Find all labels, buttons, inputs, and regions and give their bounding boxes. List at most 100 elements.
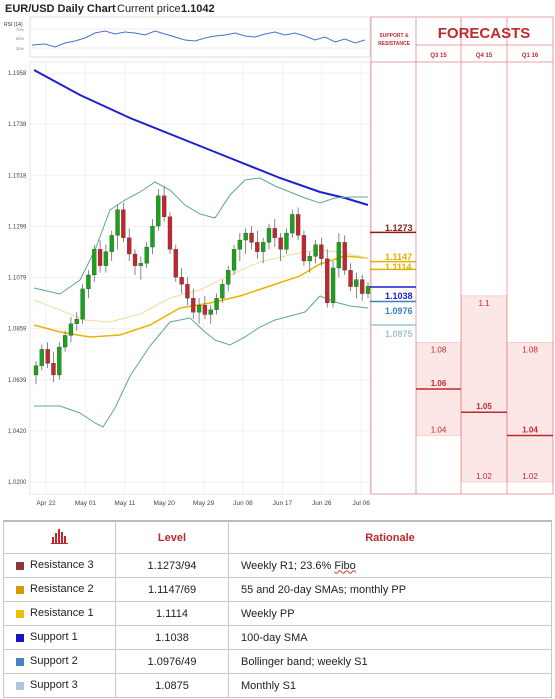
table-row: Support 2 1.0976/49 Bollinger band; weekly… xyxy=(3,649,552,674)
candle xyxy=(51,351,56,382)
candle xyxy=(39,344,44,371)
rationale-cell: 100-day SMA xyxy=(228,625,552,650)
candle-body xyxy=(57,346,62,376)
candle xyxy=(57,342,62,380)
level-value: 1.1147/69 xyxy=(115,577,229,602)
candle-body xyxy=(45,349,50,364)
level-name-cell: Support 3 xyxy=(3,673,116,698)
candle-body xyxy=(301,235,307,262)
forecast-columns: Q3 15 1.08 1.06 1.04 Q4 15 1.1 1.05 1.02 Q1 16 1.… xyxy=(416,53,553,483)
color-swatch xyxy=(16,681,24,690)
candle-body xyxy=(103,251,109,266)
y-tick-label: 1.0420 xyxy=(8,429,27,435)
candle xyxy=(295,207,301,241)
candle xyxy=(284,228,289,255)
table-header-rationale: Rationale xyxy=(228,520,552,554)
forecast-panel: SUPPORT & RESISTANCE FORECASTS xyxy=(370,16,554,495)
candle xyxy=(313,240,318,264)
level-value: 1.1273/94 xyxy=(115,553,229,578)
table-header-row: Level Rationale xyxy=(3,520,552,554)
y-tick-label: 1.1518 xyxy=(8,173,27,179)
color-swatch xyxy=(16,561,24,570)
table-row: Resistance 3 1.1273/94 Weekly R1; 23.6% Fi… xyxy=(3,553,552,578)
x-axis: Apr 22 May 01 May 11 May 20 May 29 Jun 08 Jun … xyxy=(36,500,370,507)
chart-title: EUR/USD Daily Chart xyxy=(5,3,116,15)
candle-body xyxy=(319,244,324,259)
level-name: Support 3 xyxy=(30,679,78,692)
candle-body xyxy=(115,209,120,236)
forecast-high-label: 1.08 xyxy=(522,345,538,354)
candle xyxy=(290,209,295,238)
candle xyxy=(74,312,79,331)
candle-body xyxy=(290,214,295,234)
bollinger-lower-line xyxy=(34,295,369,428)
level-value: 1.1038 xyxy=(115,625,229,650)
forecasts-label: FORECASTS xyxy=(438,25,531,42)
candle xyxy=(301,230,307,266)
candle xyxy=(86,270,91,299)
candle-body xyxy=(51,363,56,376)
candle-body xyxy=(191,298,196,313)
gridlines xyxy=(30,62,370,494)
forecast-period-label: Q3 15 xyxy=(430,53,447,59)
level-label: 1.1038 xyxy=(385,291,413,301)
candle-body xyxy=(109,235,114,252)
color-swatch xyxy=(16,633,24,642)
forecast-range xyxy=(507,342,553,483)
level-name-cell: Support 1 xyxy=(3,625,116,650)
candle-body xyxy=(144,246,149,264)
level-name-cell: Resistance 3 xyxy=(3,553,116,578)
candle xyxy=(156,188,161,231)
forecast-low-label: 1.04 xyxy=(431,425,447,434)
candle-body xyxy=(86,274,91,290)
candle-body xyxy=(261,242,266,252)
candle xyxy=(208,305,213,324)
candle-body xyxy=(167,216,173,250)
candle xyxy=(191,288,196,320)
candle xyxy=(231,244,237,275)
candle-body xyxy=(336,242,342,269)
level-name: Resistance 3 xyxy=(30,559,94,572)
rationale-cell: Weekly R1; 23.6% Fibo xyxy=(228,553,552,578)
table-row: Resistance 2 1.1147/69 55 and 20-day SMAs;… xyxy=(3,577,552,602)
rsi-tick-50: 50% xyxy=(16,36,24,41)
candle-body xyxy=(330,267,336,304)
rsi-tick-30: 30% xyxy=(16,46,24,51)
level-name: Resistance 2 xyxy=(30,583,94,596)
candle-body xyxy=(255,242,260,252)
candle xyxy=(243,228,248,255)
x-tick-label: Apr 22 xyxy=(36,500,56,507)
rationale-cell: Weekly PP xyxy=(228,601,552,626)
y-tick-label: 1.0859 xyxy=(8,327,27,333)
rationale-extra: Fibo xyxy=(334,559,356,572)
candle-body xyxy=(226,270,231,285)
x-tick-label: Jun 08 xyxy=(233,500,253,507)
candle xyxy=(325,249,330,308)
candle xyxy=(33,361,39,385)
forecast-mid-label: 1.04 xyxy=(522,425,538,434)
rsi-tick-70: 70% xyxy=(16,27,24,32)
y-tick-label: 1.1299 xyxy=(8,224,27,230)
candle xyxy=(214,293,219,315)
candle-body xyxy=(220,284,225,299)
candle-body xyxy=(295,214,301,236)
forecast-period-label: Q4 15 xyxy=(476,53,493,59)
candle xyxy=(45,342,50,369)
candle xyxy=(62,330,68,352)
candle xyxy=(255,230,260,259)
candle xyxy=(360,274,365,301)
levels-table: Level Rationale Resistance 3 1.1273/94 Wee… xyxy=(3,520,552,698)
candle xyxy=(127,228,132,261)
candle-body xyxy=(307,256,312,262)
candle-body xyxy=(68,323,74,336)
level-label: 1.1114 xyxy=(385,262,412,272)
candle xyxy=(115,205,120,250)
candle xyxy=(103,244,109,273)
candle xyxy=(109,230,114,261)
candle-body xyxy=(360,279,365,294)
candle xyxy=(266,223,272,250)
candle-body xyxy=(127,237,132,255)
level-name-cell: Resistance 2 xyxy=(3,577,116,602)
levels-table-body: Resistance 3 1.1273/94 Weekly R1; 23.6% Fi… xyxy=(3,553,552,698)
candle xyxy=(278,233,283,261)
